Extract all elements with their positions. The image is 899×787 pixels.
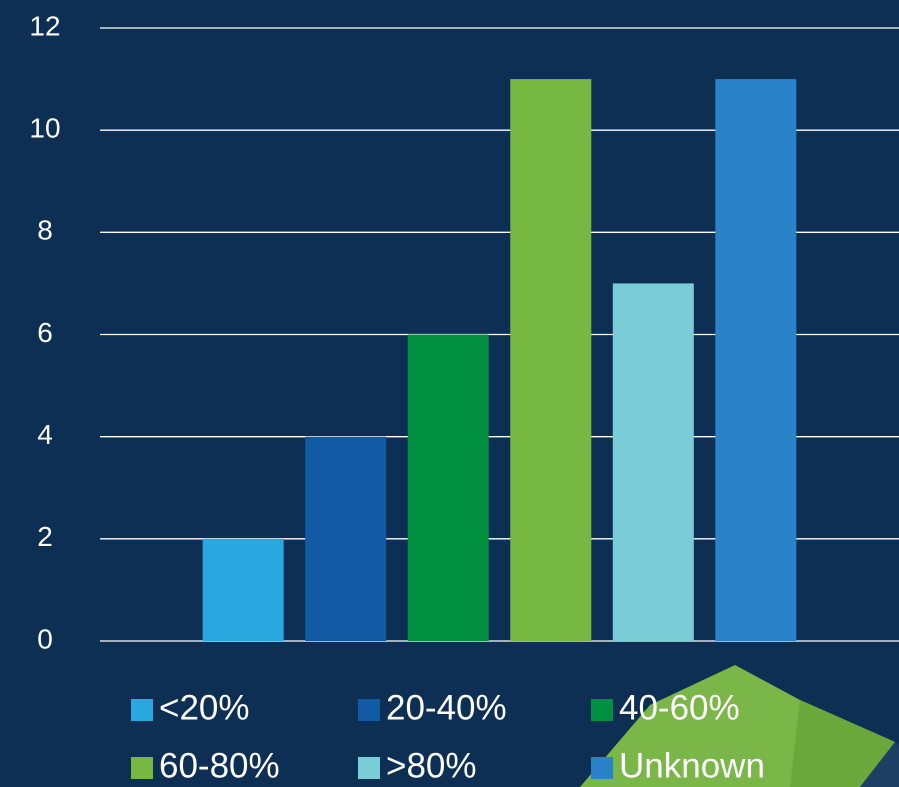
decor-edge xyxy=(860,742,899,787)
legend-swatch xyxy=(591,757,613,779)
y-tick-label: 12 xyxy=(29,10,60,41)
y-tick-label: 8 xyxy=(37,215,53,246)
decoration xyxy=(580,665,899,787)
legend-label: 40-60% xyxy=(619,688,740,727)
y-tick-label: 2 xyxy=(37,521,53,552)
legend-swatch xyxy=(131,699,153,721)
bar xyxy=(305,436,387,641)
legend-label: >80% xyxy=(386,746,477,785)
y-tick-label: 0 xyxy=(37,623,53,654)
legend-swatch xyxy=(131,757,153,779)
bar xyxy=(407,334,489,641)
legend-swatch xyxy=(591,699,613,721)
legend-label: 60-80% xyxy=(159,746,280,785)
bar xyxy=(715,79,797,642)
bar xyxy=(612,283,694,641)
legend-label: 20-40% xyxy=(386,688,507,727)
legend-label: Unknown xyxy=(619,746,765,785)
y-tick-label: 6 xyxy=(37,317,53,348)
bar xyxy=(202,538,284,641)
bar xyxy=(510,79,592,642)
legend-swatch xyxy=(358,699,380,721)
y-tick-label: 4 xyxy=(37,419,53,450)
decor-panel xyxy=(790,700,895,787)
legend-label: <20% xyxy=(159,688,250,727)
y-tick-label: 10 xyxy=(29,113,60,144)
legend-swatch xyxy=(358,757,380,779)
